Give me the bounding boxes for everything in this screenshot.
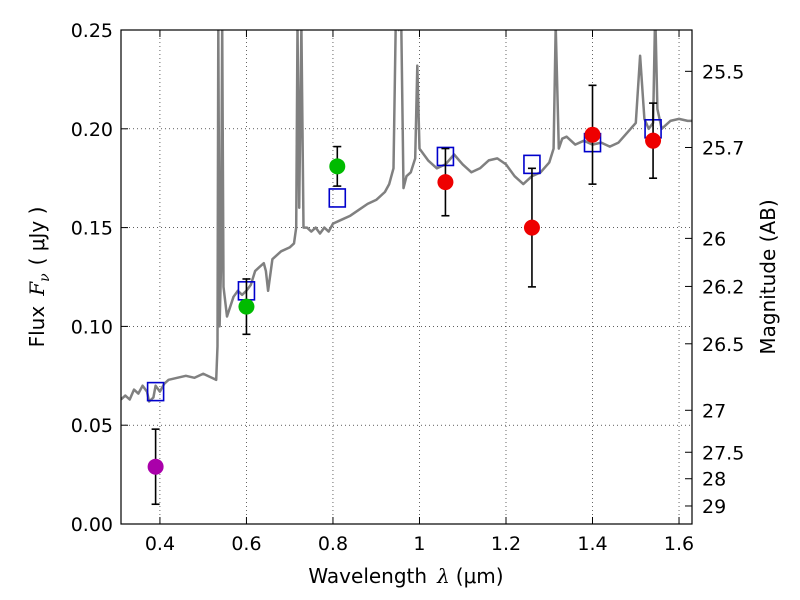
y2-tick-label: 26.5 (702, 334, 744, 356)
y-tick-label: 0.25 (71, 20, 113, 42)
y-axis-label-unit: ( μJy ) (25, 207, 49, 266)
observation-point (437, 174, 454, 191)
y-tick-label: 0.00 (71, 514, 113, 536)
x-tick-label: 1.6 (664, 533, 694, 555)
y2-tick-label: 27 (702, 400, 726, 422)
x-axis-label-unit: (μm) (456, 564, 504, 588)
observation-point (147, 458, 164, 475)
observation-point (523, 219, 540, 236)
x-tick-label: 1.2 (491, 533, 521, 555)
model-point-square (146, 381, 165, 402)
y-tick-label: 0.05 (71, 415, 113, 437)
x-tick-label: 1.4 (577, 533, 607, 555)
template-spectrum-line (121, 30, 692, 403)
model-point-square (328, 188, 347, 208)
y2-tick-label: 26 (702, 228, 726, 250)
x-axis-label-prefix: Wavelength (308, 564, 427, 588)
x-tick-label: 0.4 (145, 533, 175, 555)
y2-tick-label: 29 (702, 496, 726, 518)
y-tick-label: 0.10 (71, 316, 113, 338)
y-axis-label-math: F (25, 281, 49, 297)
y2-axis-label: Magnitude (AB) (756, 199, 780, 354)
observation-point (645, 132, 662, 149)
y2-tick-label: 25.5 (702, 61, 744, 83)
y2-tick-label: 27.5 (702, 442, 744, 464)
y-axis-label: Flux Fν ( μJy ) (25, 207, 53, 348)
axis-ticks: 0.4 0.6 0.8 1 1.2 1.4 1.6 0.00 0.05 0.10 0.15 0.20 0… (71, 20, 745, 555)
y2-tick-label: 25.7 (702, 137, 744, 159)
observation-point (584, 126, 601, 143)
observation-point (329, 158, 346, 175)
plot-frame (120, 29, 693, 525)
x-axis-label-math: λ (436, 564, 450, 588)
y2-tick-label: 26.2 (702, 276, 744, 298)
x-tick-label: 0.6 (231, 533, 261, 555)
x-tick-label: 0.8 (318, 533, 348, 555)
y-axis-label-prefix: Flux (25, 306, 49, 348)
y2-tick-label: 28 (702, 469, 726, 491)
y-tick-label: 0.15 (71, 218, 113, 240)
x-axis-label: Wavelength λ (μm) (308, 564, 503, 588)
y-tick-label: 0.20 (71, 119, 113, 141)
template-spectrum-layer (121, 30, 692, 403)
x-tick-label: 1 (413, 533, 425, 555)
observations-layer (147, 84, 662, 506)
observation-point (238, 298, 255, 315)
y-axis-label-math-sub: ν (37, 273, 53, 282)
